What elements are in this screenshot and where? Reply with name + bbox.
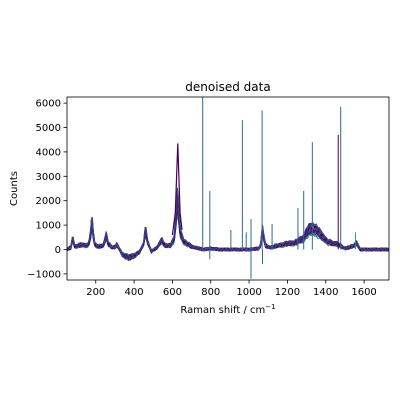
x-axis-label: Raman shift / cm−1 <box>180 303 275 316</box>
y-tick-label: 1000 <box>36 221 61 232</box>
y-axis-ticks: −1000 0 1000 2000 3000 4000 5000 6000 <box>27 99 67 280</box>
x-tick-label: 800 <box>201 287 220 298</box>
y-tick-label: 5000 <box>36 123 61 134</box>
y-tick-label: 4000 <box>36 147 61 158</box>
x-tick-label: 200 <box>86 287 105 298</box>
chart-title: denoised data <box>185 80 270 94</box>
x-tick-label: 1400 <box>313 287 338 298</box>
x-tick-label: 1200 <box>275 287 300 298</box>
series-group <box>67 143 389 262</box>
y-tick-label: 6000 <box>36 99 61 110</box>
x-axis-label-text: Raman shift / cm <box>180 305 265 316</box>
spike-group <box>202 97 356 279</box>
y-tick-label: 2000 <box>36 196 61 207</box>
x-axis-ticks: 200 400 600 800 1000 1200 1400 1600 <box>86 280 377 298</box>
plot-area <box>67 97 389 279</box>
y-tick-label: −1000 <box>27 269 61 280</box>
x-tick-label: 600 <box>163 287 182 298</box>
series-line <box>67 187 389 262</box>
x-tick-label: 400 <box>125 287 144 298</box>
axes-frame <box>66 96 390 281</box>
y-axis-label: Counts <box>9 171 20 206</box>
x-axis-label-superscript: −1 <box>265 303 275 311</box>
x-tick-label: 1600 <box>351 287 376 298</box>
peak-line <box>171 143 183 235</box>
y-tick-label: 3000 <box>36 172 61 183</box>
x-tick-label: 1000 <box>236 287 261 298</box>
y-tick-label: 0 <box>55 245 61 256</box>
